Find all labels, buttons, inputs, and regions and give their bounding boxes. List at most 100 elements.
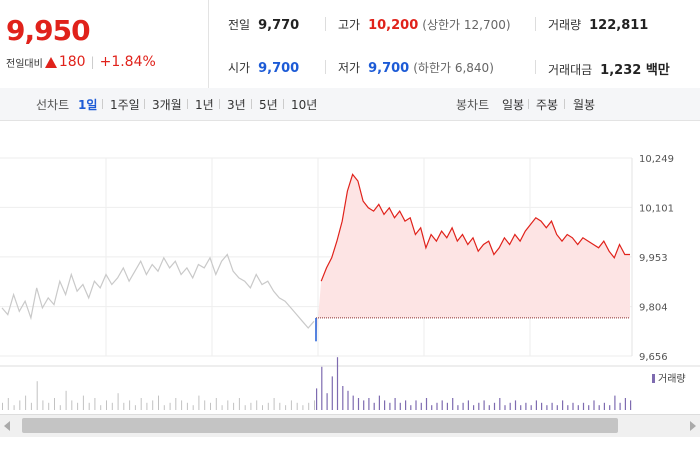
volume-value: 122,811 xyxy=(589,18,649,33)
volume-bar-today xyxy=(405,400,407,410)
volume-bar-prev xyxy=(233,402,235,410)
volume-bar-today xyxy=(483,400,485,410)
volume-bar-prev xyxy=(25,395,27,410)
previous-session-line xyxy=(1,253,315,329)
low-value: 9,700 xyxy=(368,61,410,76)
volume-bar-today xyxy=(603,402,605,410)
volume-bar-today xyxy=(504,405,506,410)
trade-value-label: 거래대금 xyxy=(548,63,593,77)
divider xyxy=(535,60,536,74)
candle-weekly[interactable]: 주봉 xyxy=(536,98,559,112)
period-1y[interactable]: 1년 xyxy=(195,98,214,112)
divider xyxy=(219,99,220,109)
volume-bar-prev xyxy=(152,400,154,410)
volume-bar-today xyxy=(363,400,365,410)
volume-bar-prev xyxy=(54,398,55,410)
divider xyxy=(564,99,565,109)
volume-bar-today xyxy=(410,405,412,410)
volume-bar-today xyxy=(378,395,380,410)
chart-fill-area xyxy=(316,174,630,342)
volume-bar-today xyxy=(342,386,344,410)
candle-daily[interactable]: 일봉 xyxy=(502,98,525,112)
change-row: 전일대비 180 | +1.84% xyxy=(6,54,156,70)
candle-monthly[interactable]: 월봉 xyxy=(573,98,596,112)
open-value: 9,700 xyxy=(258,61,300,76)
volume-bar-today xyxy=(509,402,511,410)
volume-bar-prev xyxy=(134,405,136,410)
candle-chart-label: 봉차트 xyxy=(456,98,490,112)
volume-bar-today xyxy=(326,393,328,410)
volume-bar-today xyxy=(493,402,496,410)
volume-bar-prev xyxy=(267,402,269,410)
volume-bar-prev xyxy=(94,398,96,410)
volume-legend: 거래량 xyxy=(652,373,686,385)
y-tick-label: 10,101 xyxy=(639,203,674,214)
volume-bar-prev xyxy=(30,402,32,410)
scroll-right-arrow-icon[interactable] xyxy=(690,421,696,431)
volume-stat: 거래량 122,811 xyxy=(548,16,648,33)
volume-bar-prev xyxy=(221,405,223,410)
volume-bar-today xyxy=(598,405,600,410)
volume-bar-today xyxy=(394,398,396,410)
volume-bar-prev xyxy=(198,395,200,410)
volume-bar-today xyxy=(431,405,433,410)
period-5y[interactable]: 5년 xyxy=(259,98,278,112)
y-tick-label: 9,656 xyxy=(639,352,668,363)
scroll-left-arrow-icon[interactable] xyxy=(4,421,10,431)
volume-bar-prev xyxy=(146,402,148,410)
volume-bar-prev xyxy=(36,381,38,410)
volume-bar-prev xyxy=(296,402,298,410)
volume-bar-today xyxy=(399,402,401,410)
volume-bar-today xyxy=(562,400,564,410)
volume-legend-swatch xyxy=(652,374,655,383)
volume-bar-today xyxy=(478,402,480,410)
volume-bar-today xyxy=(624,398,626,410)
period-selector-bar: 선차트 1일 1주일 3개월 1년 3년 5년 10년 봉차트 일봉 주봉 월봉 xyxy=(0,88,700,121)
volume-bar-prev xyxy=(129,400,131,410)
volume-bar-today xyxy=(316,388,318,410)
volume-bar-today xyxy=(556,405,558,410)
volume-bar-prev xyxy=(42,400,44,410)
volume-bar-today xyxy=(577,405,579,410)
volume-bar-today xyxy=(462,402,464,410)
volume-bar-prev xyxy=(2,402,3,410)
volume-bar-prev xyxy=(19,400,21,410)
high-label: 고가 xyxy=(338,18,361,32)
price-chart: 10,249 10,101 9,953 9,804 9,656 거래량 xyxy=(0,154,700,410)
trade-value: 1,232 백만 xyxy=(600,63,670,78)
volume-bar-today xyxy=(441,400,443,410)
volume-bar-prev xyxy=(140,398,142,410)
volume-bar-prev xyxy=(13,405,15,410)
volume-bar-prev xyxy=(163,405,165,410)
y-tick-label: 9,953 xyxy=(639,253,668,264)
volume-bar-today xyxy=(452,398,454,410)
divider xyxy=(325,17,326,31)
period-10y[interactable]: 10년 xyxy=(291,98,318,112)
divider xyxy=(251,99,252,109)
divider xyxy=(144,99,145,109)
period-1w[interactable]: 1주일 xyxy=(110,98,140,112)
volume-bar-today xyxy=(593,400,595,410)
volume-bar-today xyxy=(499,398,501,410)
volume-bar-prev xyxy=(256,400,258,410)
volume-bar-prev xyxy=(106,400,107,410)
volume-bar-prev xyxy=(204,400,206,410)
volume-bar-prev xyxy=(279,402,281,410)
open-label: 시가 xyxy=(228,61,251,75)
period-3y[interactable]: 3년 xyxy=(227,98,246,112)
volume-bar-prev xyxy=(65,390,67,410)
volume-bar-prev xyxy=(158,395,159,410)
prev-close-stat: 전일 9,770 xyxy=(228,16,299,33)
volume-bar-prev xyxy=(308,402,310,410)
volume-bar-prev xyxy=(250,402,252,410)
volume-bar-today xyxy=(436,402,438,410)
volume-bar-today xyxy=(425,398,428,410)
volume-bar-today xyxy=(488,405,490,410)
period-1d[interactable]: 1일 xyxy=(78,98,98,112)
volume-bar-today xyxy=(546,405,548,410)
scroll-thumb[interactable] xyxy=(22,418,618,433)
volume-bar-prev xyxy=(285,405,287,410)
period-3m[interactable]: 3개월 xyxy=(152,98,182,112)
high-stat: 고가 10,200 (상한가 12,700) xyxy=(338,16,511,33)
chart-scrollbar[interactable] xyxy=(0,414,700,437)
